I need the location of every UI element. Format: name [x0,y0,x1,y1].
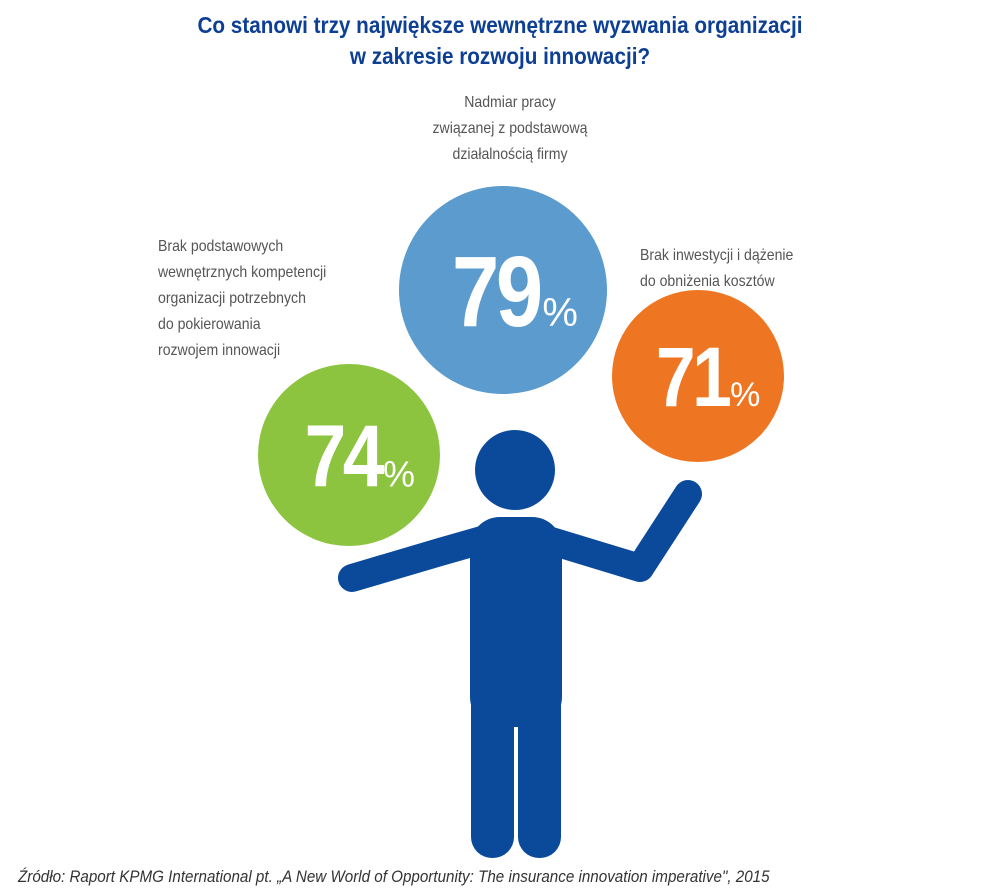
label-line: rozwojem innowacji [158,342,281,359]
label-investment: Brak inwestycji i dążenie do obniżenia k… [640,243,869,295]
source-footnote: Źródło: Raport KPMG International pt. „A… [18,868,770,886]
bubble-workload [399,186,607,394]
label-line: do pokierowania [158,316,261,333]
title-line-1: Co stanowi trzy największe wewnętrzne wy… [197,12,803,38]
person-figure [338,430,702,858]
label-line: wewnętrznych kompetencji [158,264,327,281]
person-right-arm [534,480,702,582]
title-line-2: w zakresie rozwoju innowacji? [349,43,651,69]
percent-sign: % [383,454,415,495]
label-line: Nadmiar pracy [464,94,556,111]
label-competencies: Brak podstawowych wewnętrznych kompetenc… [158,234,387,364]
label-line: działalnością firmy [452,146,568,163]
person-torso [470,517,562,727]
bubble-competencies [258,364,440,546]
label-line: Brak inwestycji i dążenie [640,247,794,264]
chart-title: Co stanowi trzy największe wewnętrzne wy… [50,10,950,72]
label-line: organizacji potrzebnych [158,290,306,307]
label-workload: Nadmiar pracy związanej z podstawową dzi… [396,90,625,168]
percent-sign: % [730,376,760,414]
label-line: związanej z podstawową [432,120,588,137]
person-head [475,430,555,510]
label-line: do obniżenia kosztów [640,273,775,290]
value-label-competencies: 74 [305,408,384,506]
value-label-workload: 79 [452,235,541,347]
bubble-investment [612,290,784,462]
person-left-arm [338,526,496,592]
person-left-leg [471,680,514,858]
value-label-investment: 71 [656,330,731,425]
percent-sign: % [542,291,578,335]
person-right-leg [518,680,561,858]
label-line: Brak podstawowych [158,238,284,255]
